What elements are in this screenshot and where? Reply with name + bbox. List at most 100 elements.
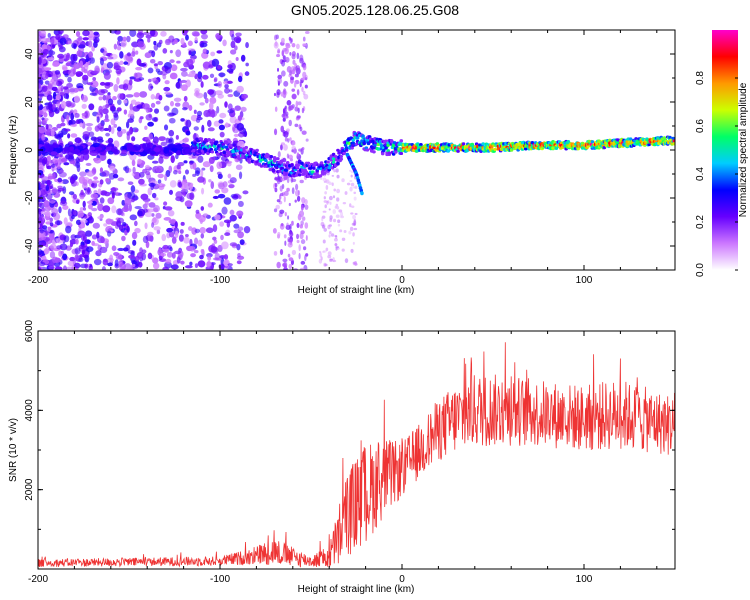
- spectrogram-noise-cell: [93, 258, 102, 266]
- spectrogram-ridge-cell: [194, 146, 198, 150]
- spectrogram-noise-cell: [74, 112, 80, 118]
- spectrogram-noise-cell: [214, 90, 223, 96]
- spectrogram-noise-cell: [56, 220, 61, 226]
- spectrogram-ridge-cell: [247, 160, 252, 164]
- spectrogram-noise-cell: [302, 216, 306, 221]
- spectrogram-noise-cell: [194, 87, 200, 94]
- spectrogram-noise-cell: [133, 72, 138, 79]
- spectrogram-noise-cell: [71, 66, 76, 72]
- spectrogram-noise-cell: [328, 181, 332, 185]
- spectrogram-noise-cell: [327, 254, 332, 259]
- snr-ticks: -200 -100 0 100 2000 4000 6000: [24, 319, 675, 585]
- spectrogram-noise-cell: [165, 137, 170, 144]
- spectrogram-noise-cell: [119, 51, 124, 59]
- spectrogram-x-label: Height of straight line (km): [298, 285, 415, 296]
- spectrogram-noise-cell: [335, 203, 339, 207]
- spectrogram-noise-cell: [335, 168, 339, 173]
- spectrogram-noise-cell: [130, 185, 136, 193]
- spectrogram-noise-cell: [132, 166, 136, 174]
- spectrogram-noise-cell: [61, 179, 69, 185]
- spectrogram-noise-cell: [92, 77, 97, 81]
- spectrogram-noise-cell: [48, 265, 55, 270]
- spectrogram-noise-cell: [202, 48, 208, 54]
- spectrogram-noise-cell: [51, 166, 55, 172]
- spectrogram-noise-cell: [281, 49, 285, 57]
- spectrogram-noise-cell: [185, 34, 189, 41]
- spectrogram-noise-cell: [169, 180, 177, 188]
- spectrogram-noise-cell: [279, 192, 284, 197]
- spectrogram-noise-cell: [273, 34, 278, 41]
- spectrogram-ridge-cell: [566, 140, 571, 144]
- spectrogram-noise-cell: [294, 189, 300, 197]
- spectrogram-noise-cell: [46, 94, 53, 101]
- spectrogram-noise-cell: [122, 83, 129, 91]
- spectrogram-noise-cell: [78, 44, 86, 49]
- spectrogram-noise-cell: [118, 224, 124, 231]
- spectrogram-noise-cell: [74, 137, 82, 144]
- spectrogram-noise-cell: [300, 63, 306, 68]
- spectrogram-noise-cell: [91, 207, 98, 212]
- spectrogram-noise-cell: [301, 197, 306, 204]
- spectrogram-noise-cell: [117, 93, 124, 100]
- spectrogram-noise-cell: [87, 40, 93, 48]
- spectrogram-noise-cell: [207, 127, 215, 132]
- spectrogram-noise-cell: [222, 39, 227, 47]
- spectrogram-noise-cell: [134, 128, 139, 133]
- spectrogram-noise-cell: [331, 182, 334, 187]
- spectrogram-noise-cell: [134, 205, 142, 210]
- spectrogram-noise-cell: [91, 70, 99, 74]
- spectrogram-noise-cell: [297, 107, 300, 114]
- spectrogram-noise-cell: [93, 41, 98, 48]
- spectrogram-noise-cell: [116, 126, 122, 132]
- spectrogram-noise-cell: [39, 53, 46, 59]
- spectrogram-noise-cell: [180, 84, 188, 92]
- spectrogram-noise-cell: [167, 151, 173, 156]
- spectrogram-noise-cell: [176, 150, 182, 156]
- spectrogram-noise-cell: [51, 143, 60, 149]
- spectrogram-noise-cell: [281, 59, 286, 67]
- spectrogram-noise-cell: [283, 144, 288, 151]
- spectrogram-noise-cell: [200, 42, 208, 48]
- spectrogram-noise-cell: [176, 255, 181, 264]
- spectrogram-noise-cell: [164, 38, 172, 46]
- spectrogram-noise-cell: [66, 221, 73, 226]
- spectrogram-noise-cell: [276, 89, 281, 96]
- spectrogram-noise-cell: [39, 228, 44, 234]
- spectrogram-noise-cell: [134, 255, 140, 262]
- spectrogram-noise-cell: [88, 131, 95, 137]
- spectrogram-noise-cell: [119, 263, 126, 270]
- spectrogram-noise-cell: [122, 36, 127, 42]
- spectrogram-noise-cell: [169, 72, 178, 80]
- spectrogram-noise-cell: [46, 165, 52, 170]
- spectrogram-noise-cell: [117, 99, 122, 105]
- spectrogram-noise-cell: [279, 209, 285, 214]
- spectrogram-noise-cell: [142, 31, 151, 36]
- spectrogram-noise-cell: [75, 119, 80, 125]
- spectrogram-noise-cell: [38, 82, 41, 89]
- spectrogram-noise-cell: [350, 174, 353, 178]
- spectrogram-noise-cell: [47, 32, 51, 38]
- spectrogram-noise-cell: [99, 167, 104, 173]
- spectrogram-noise-cell: [148, 133, 153, 141]
- spectrogram-noise-cell: [277, 77, 282, 84]
- spectrogram-noise-cell: [200, 206, 205, 211]
- spectrogram-noise-cell: [197, 71, 203, 80]
- spectrogram-noise-cell: [160, 30, 167, 37]
- spectrogram-noise-cell: [207, 202, 213, 208]
- spectrogram-noise-cell: [287, 253, 291, 258]
- spectrogram-noise-cell: [326, 200, 329, 205]
- spectrogram-noise-cell: [186, 58, 194, 67]
- spectrogram-noise-cell: [82, 74, 89, 81]
- spectrogram-noise-cell: [322, 177, 327, 182]
- spectrogram-noise-cell: [81, 181, 88, 190]
- spectrogram-noise-cell: [337, 223, 341, 227]
- spectrogram-noise-cell: [195, 167, 201, 174]
- spectrogram-noise-cell: [40, 242, 47, 247]
- spectrogram-noise-cell: [354, 260, 358, 266]
- spectrogram-noise-cell: [105, 132, 110, 137]
- spectrogram-ridge-cell: [373, 143, 377, 147]
- spectrogram-noise-cell: [299, 179, 304, 184]
- snr-x-label: Height of straight line (km): [298, 584, 415, 595]
- spectrogram-noise-cell: [297, 101, 302, 106]
- spectrogram-noise-cell: [129, 214, 138, 221]
